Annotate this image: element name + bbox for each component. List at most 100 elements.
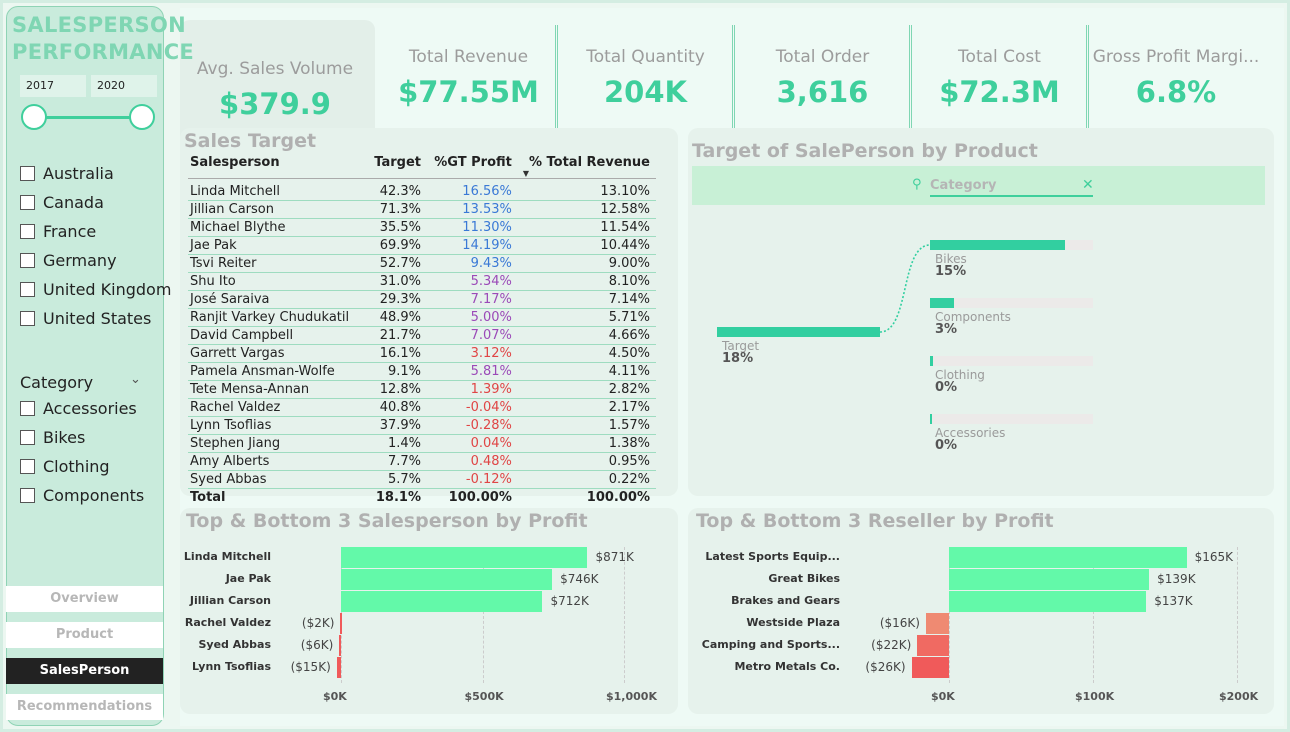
nav-recommendations-button[interactable]: Recommendations <box>6 694 163 720</box>
profit-bar[interactable] <box>336 657 341 678</box>
table-row[interactable]: David Campbell 21.7% 7.07% 4.66% <box>188 326 656 345</box>
year-start-input[interactable]: 2017 <box>20 75 86 97</box>
category-filter-item[interactable]: Clothing <box>20 457 110 476</box>
gt-profit-cell: 14.19% <box>427 236 518 255</box>
checkbox[interactable] <box>20 282 35 297</box>
country-filter-item[interactable]: France <box>20 222 96 241</box>
kpi-value: 204K <box>603 75 687 109</box>
table-row[interactable]: Pamela Ansman-Wolfe 9.1% 5.81% 4.11% <box>188 362 656 381</box>
year-slider-end-handle[interactable] <box>129 104 155 130</box>
table-row[interactable]: Shu Ito 31.0% 5.34% 8.10% <box>188 272 656 291</box>
target-cell: 5.7% <box>369 470 427 489</box>
category-filter-item[interactable]: Bikes <box>20 428 85 447</box>
year-end-input[interactable]: 2020 <box>91 75 157 97</box>
country-filter-item[interactable]: United States <box>20 309 151 328</box>
salesperson-cell: Linda Mitchell <box>188 178 370 201</box>
decomp-root-bar[interactable] <box>717 327 880 337</box>
checkbox[interactable] <box>20 430 35 445</box>
category-filter-item[interactable]: Accessories <box>20 399 137 418</box>
table-row[interactable]: Lynn Tsoflias 37.9% -0.28% 1.57% <box>188 416 656 435</box>
kpi-divider <box>732 25 733 130</box>
salesperson-cell: Tete Mensa-Annan <box>188 380 370 399</box>
profit-bar[interactable] <box>949 591 1147 612</box>
salesperson-cell: Shu Ito <box>188 272 370 291</box>
total-revenue-cell: 0.22% <box>517 470 656 489</box>
bar-value-label: $165K <box>1194 550 1234 564</box>
decomp-bar-track[interactable] <box>930 298 1093 308</box>
checkbox[interactable] <box>20 459 35 474</box>
profit-bar[interactable] <box>911 657 949 678</box>
decomp-bar[interactable] <box>930 414 932 424</box>
decomp-bar-track[interactable] <box>930 414 1093 424</box>
profit-bar[interactable] <box>949 547 1187 568</box>
table-row[interactable]: Ranjit Varkey Chudukatil 48.9% 5.00% 5.71% <box>188 308 656 327</box>
target-cell: 9.1% <box>369 362 427 381</box>
checkbox[interactable] <box>20 195 35 210</box>
table-row[interactable]: Amy Alberts 7.7% 0.48% 0.95% <box>188 452 656 471</box>
chevron-down-icon[interactable]: ⌄ <box>130 372 141 387</box>
profit-bar[interactable] <box>341 569 553 590</box>
decomp-bar-track[interactable] <box>930 356 1093 366</box>
category-filter-item[interactable]: Components <box>20 486 144 505</box>
country-filter-item[interactable]: United Kingdom <box>20 280 171 299</box>
gt-profit-cell: 1.39% <box>427 380 518 399</box>
table-row[interactable]: Jae Pak 69.9% 14.19% 10.44% <box>188 236 656 255</box>
lightbulb-icon[interactable]: ⚲ <box>912 177 922 192</box>
col-header-target[interactable]: Target <box>369 155 427 179</box>
report-title: SALESPERSON PERFORMANCE <box>12 12 194 66</box>
x-tick-label: $1,000K <box>606 690 657 703</box>
country-label: Canada <box>43 193 104 212</box>
country-filter-item[interactable]: Australia <box>20 164 114 183</box>
profit-bar[interactable] <box>340 613 342 634</box>
table-row[interactable]: Michael Blythe 35.5% 11.30% 11.54% <box>188 218 656 237</box>
total-revenue-cell: 4.11% <box>517 362 656 381</box>
gridline <box>624 547 625 683</box>
col-header-salesperson[interactable]: Salesperson <box>188 155 370 179</box>
checkbox[interactable] <box>20 253 35 268</box>
category-level-header[interactable] <box>692 166 1265 205</box>
decomp-bar[interactable] <box>930 298 955 308</box>
country-filter-item[interactable]: Canada <box>20 193 104 212</box>
profit-bar[interactable] <box>341 547 588 568</box>
table-row[interactable]: Tsvi Reiter 52.7% 9.43% 9.00% <box>188 254 656 273</box>
nav-product-button[interactable]: Product <box>6 622 163 648</box>
table-row[interactable]: Jillian Carson 71.3% 13.53% 12.58% <box>188 200 656 219</box>
profit-bar[interactable] <box>925 613 949 634</box>
nav-salesperson-button[interactable]: SalesPerson <box>6 658 163 684</box>
profit-bar[interactable] <box>949 569 1150 590</box>
kpi-label: Total Revenue <box>408 47 529 67</box>
profit-bar[interactable] <box>339 635 341 656</box>
bar-value-label: ($26K) <box>865 660 906 674</box>
table-row[interactable]: Syed Abbas 5.7% -0.12% 0.22% <box>188 470 656 489</box>
nav-overview-button[interactable]: Overview <box>6 586 163 612</box>
year-slider-track[interactable] <box>34 116 142 119</box>
total-revenue-cell: 2.82% <box>517 380 656 399</box>
checkbox[interactable] <box>20 166 35 181</box>
checkbox[interactable] <box>20 401 35 416</box>
decomp-connector <box>880 244 931 333</box>
table-row[interactable]: Rachel Valdez 40.8% -0.04% 2.17% <box>188 398 656 417</box>
table-row[interactable]: Garrett Vargas 16.1% 3.12% 4.50% <box>188 344 656 363</box>
col-header-total-revenue[interactable]: % Total Revenue ▼ <box>517 155 656 179</box>
target-cell: 71.3% <box>369 200 427 219</box>
checkbox[interactable] <box>20 224 35 239</box>
close-icon[interactable]: ✕ <box>1082 177 1094 193</box>
decomp-bar[interactable] <box>930 240 1066 250</box>
country-filter-item[interactable]: Germany <box>20 251 117 270</box>
salesperson-cell: José Saraiva <box>188 290 370 309</box>
profit-bar[interactable] <box>341 591 543 612</box>
checkbox[interactable] <box>20 311 35 326</box>
col-header-gt-profit[interactable]: %GT Profit <box>427 155 518 179</box>
table-row[interactable]: Linda Mitchell 42.3% 16.56% 13.10% <box>188 178 656 201</box>
decomp-bar[interactable] <box>930 356 934 366</box>
table-row[interactable]: Tete Mensa-Annan 12.8% 1.39% 2.82% <box>188 380 656 399</box>
category-level-label[interactable]: Category <box>930 178 997 193</box>
year-slider-start-handle[interactable] <box>21 104 47 130</box>
table-row[interactable]: Stephen Jiang 1.4% 0.04% 1.38% <box>188 434 656 453</box>
category-filter-header[interactable]: Category <box>20 373 94 392</box>
gt-profit-cell: 0.04% <box>427 434 518 453</box>
profit-bar[interactable] <box>917 635 949 656</box>
checkbox[interactable] <box>20 488 35 503</box>
table-row[interactable]: José Saraiva 29.3% 7.17% 7.14% <box>188 290 656 309</box>
country-label: Australia <box>43 164 114 183</box>
